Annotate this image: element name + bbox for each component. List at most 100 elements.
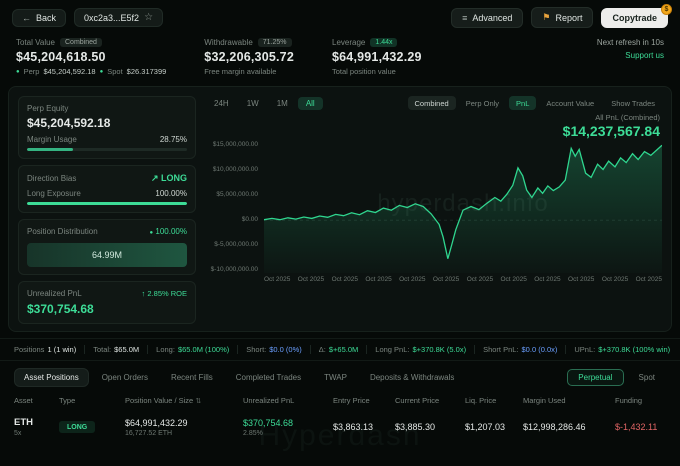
back-button[interactable]: ← Back — [12, 8, 67, 27]
asset-leverage: 5x — [14, 430, 22, 437]
y-tick-label: $-10,000,000.00 — [210, 266, 258, 273]
leverage-sub: Total position value — [332, 67, 396, 76]
topbar: ← Back 0xc2a3...E5f2 ☆ ≡ Advanced ⚑ Repo… — [0, 0, 680, 32]
perp-value: $45,204,592.18 — [43, 67, 96, 76]
position-distribution-label: Position Distribution — [27, 227, 98, 236]
toggle-show-trades[interactable]: Show Trades — [611, 98, 655, 108]
coin-badge-icon: $ — [661, 3, 672, 15]
y-tick-label: $0.00 — [241, 216, 258, 223]
header-type: Type — [59, 396, 76, 405]
leverage-label: Leverage — [332, 38, 366, 47]
cell-margin-used: $12,998,286.46 — [523, 422, 586, 432]
advanced-button[interactable]: ≡ Advanced — [451, 7, 524, 28]
direction-bias-label: Direction Bias — [27, 174, 77, 183]
leverage-badge: 1.44x — [370, 38, 398, 47]
spot-label: Spot — [107, 67, 123, 76]
wallet-address: 0xc2a3...E5f2 — [84, 12, 140, 23]
stat-leverage: Leverage 1.44x $64,991,432.29 Total posi… — [332, 38, 422, 76]
toggle-combined[interactable]: Combined — [407, 96, 456, 110]
x-tick-label: Oct 2025 — [297, 276, 325, 283]
roe-arrow-icon: ↑ — [141, 289, 146, 298]
summary-short-pnl: Short PnL: $0.0 (0.0x) — [474, 345, 565, 354]
summary-upnl: UPnL: $+370.8K (100% win) — [565, 345, 678, 354]
long-exposure-value: 100.00% — [155, 189, 187, 198]
perp-equity-card: Perp Equity $45,204,592.18 Margin Usage … — [18, 96, 196, 159]
summary-long: Long: $65.0M (100%) — [147, 345, 237, 354]
x-tick-label: Oct 2025 — [568, 276, 595, 283]
tab-open-orders[interactable]: Open Orders — [101, 373, 148, 382]
range-1m[interactable]: 1M — [276, 98, 288, 108]
header-funding: Funding — [615, 396, 643, 405]
plot-row: $15,000,000.00 $10,000,000.00 $5,000,000.0… — [206, 141, 662, 273]
x-tick-label: Oct 2025 — [399, 276, 426, 283]
copytrade-label: Copytrade — [612, 12, 657, 23]
toggle-pnl[interactable]: PnL — [509, 96, 537, 110]
spot-value: $26.317399 — [126, 67, 167, 76]
header-entry-price: Entry Price — [333, 396, 370, 405]
stat-withdrawable: Withdrawable 71.25% $32,206,305.72 Free … — [204, 38, 294, 76]
cell-unrealized-pnl: $370,754.68 2.85% — [243, 418, 333, 437]
spot-dot-icon: ● — [99, 68, 104, 75]
tab-asset-positions[interactable]: Asset Positions — [14, 368, 89, 387]
x-tick-label: Oct 2025 — [635, 276, 662, 283]
tab-deposits-withdrawals[interactable]: Deposits & Withdrawals — [369, 373, 455, 382]
x-tick-label: Oct 2025 — [500, 276, 527, 283]
tab-perpetual[interactable]: Perpetual — [567, 369, 624, 386]
all-pnl-label: All PnL (Combined) — [595, 113, 660, 122]
table-row[interactable]: ETH 5x LONG $64,991,432.29 16,727.52 ETH… — [14, 412, 666, 442]
pnl-chart[interactable] — [264, 141, 662, 273]
tab-completed-trades[interactable]: Completed Trades — [235, 373, 302, 382]
withdrawable-amount: $32,206,305.72 — [204, 50, 294, 64]
report-button[interactable]: ⚑ Report — [531, 7, 594, 28]
tab-spot[interactable]: Spot — [638, 373, 655, 382]
cell-funding: $-1,432.11 — [615, 422, 658, 432]
y-axis: $15,000,000.00 $10,000,000.00 $5,000,000.0… — [206, 141, 264, 273]
support-us-link[interactable]: Support us — [625, 51, 664, 60]
tab-recent-fills[interactable]: Recent Fills — [170, 373, 213, 382]
range-1w[interactable]: 1W — [246, 98, 259, 108]
cell-type: LONG — [59, 421, 125, 434]
wallet-address-pill[interactable]: 0xc2a3...E5f2 ☆ — [74, 8, 164, 27]
distribution-dot-icon: ● — [149, 230, 154, 236]
x-axis-row: Oct 2025 Oct 2025 Oct 2025 Oct 2025 Oct 2025… — [206, 276, 662, 283]
x-tick-label: Oct 2025 — [534, 276, 561, 283]
summary-total: Total: $65.0M — [84, 345, 147, 354]
withdrawable-label: Withdrawable — [204, 38, 253, 47]
cell-liq-price: $1,207.03 — [465, 422, 506, 432]
toggle-perp-only[interactable]: Perp Only — [465, 98, 500, 108]
tabs-row: Asset Positions Open Orders Recent Fills… — [0, 361, 680, 387]
range-all[interactable]: All — [297, 96, 323, 110]
toggle-account-value[interactable]: Account Value — [546, 98, 595, 108]
tab-twap[interactable]: TWAP — [324, 373, 347, 382]
position-distribution-value: 100.00% — [155, 227, 187, 236]
cell-entry-price: $3,863.13 — [333, 422, 374, 432]
x-tick-label: Oct 2025 — [601, 276, 629, 283]
main-card: Perp Equity $45,204,592.18 Margin Usage … — [8, 86, 672, 332]
x-tick-label: Oct 2025 — [264, 276, 291, 283]
range-24h[interactable]: 24H — [214, 98, 229, 108]
combined-badge: Combined — [60, 38, 102, 47]
stat-total-value: Total Value Combined $45,204,618.50 ● Pe… — [16, 38, 166, 76]
total-value-label: Total Value — [16, 38, 55, 47]
perp-label: Perp — [23, 67, 40, 76]
perp-equity-value: $45,204,592.18 — [27, 116, 111, 130]
summary-delta: Δ: $+65.0M — [309, 345, 367, 354]
refresh-countdown: Next refresh in 10s — [596, 38, 664, 47]
unrealized-pnl-card: Unrealized PnL ↑ 2.85% ROE $370,754.68 — [18, 281, 196, 324]
unrealized-pnl-label: Unrealized PnL — [27, 289, 82, 298]
refresh-block: Next refresh in 10s Support us — [597, 38, 664, 60]
copytrade-button[interactable]: Copytrade $ — [601, 3, 672, 28]
sort-icon[interactable]: ⇅ — [195, 398, 202, 405]
header-asset: Asset — [14, 396, 33, 405]
long-badge: LONG — [59, 421, 96, 434]
x-tick-label: Oct 2025 — [432, 276, 460, 283]
favorite-star-icon[interactable]: ☆ — [144, 12, 154, 23]
direction-bias-value: LONG — [161, 173, 187, 183]
y-tick-label: $15,000,000.00 — [212, 141, 258, 148]
header-unrealized-pnl: Unrealized PnL — [243, 396, 295, 405]
flag-icon: ⚑ — [542, 12, 551, 22]
x-tick-label: Oct 2025 — [365, 276, 392, 283]
total-value-amount: $45,204,618.50 — [16, 50, 106, 64]
x-tick-label: Oct 2025 — [466, 276, 494, 283]
y-tick-label: $-5,000,000.00 — [214, 241, 258, 248]
